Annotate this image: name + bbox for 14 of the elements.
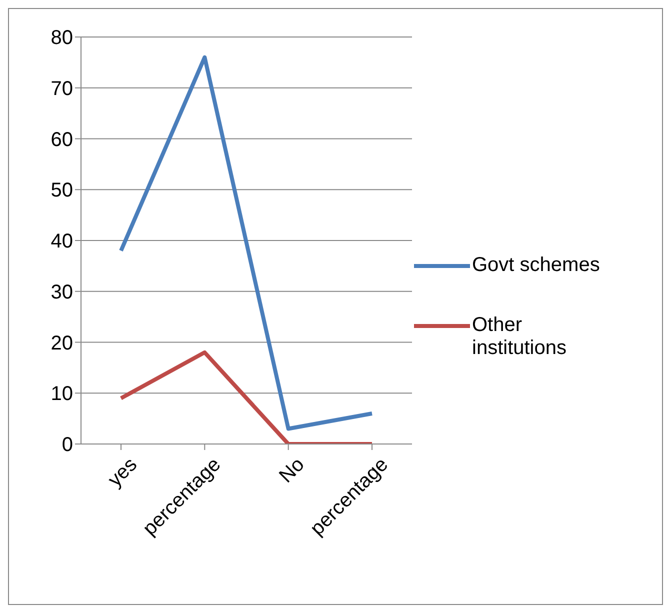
x-tick-label: No: [275, 454, 309, 488]
y-tick-label: 60: [50, 128, 73, 151]
x-tick-label: yes: [104, 454, 142, 492]
y-tick-label: 40: [50, 230, 73, 253]
y-tick-label: 10: [50, 383, 73, 406]
y-tick-label: 0: [62, 434, 73, 456]
y-tick-label: 70: [50, 78, 73, 100]
y-tick-label: 50: [50, 180, 73, 202]
legend-label: Other institutions: [472, 314, 568, 360]
legend-label: Govt schemes: [472, 254, 601, 276]
y-tick-label: 80: [50, 27, 73, 50]
y-tick-label: 30: [50, 281, 73, 304]
line-series: [119, 55, 374, 431]
y-tick-label: 20: [50, 332, 73, 354]
